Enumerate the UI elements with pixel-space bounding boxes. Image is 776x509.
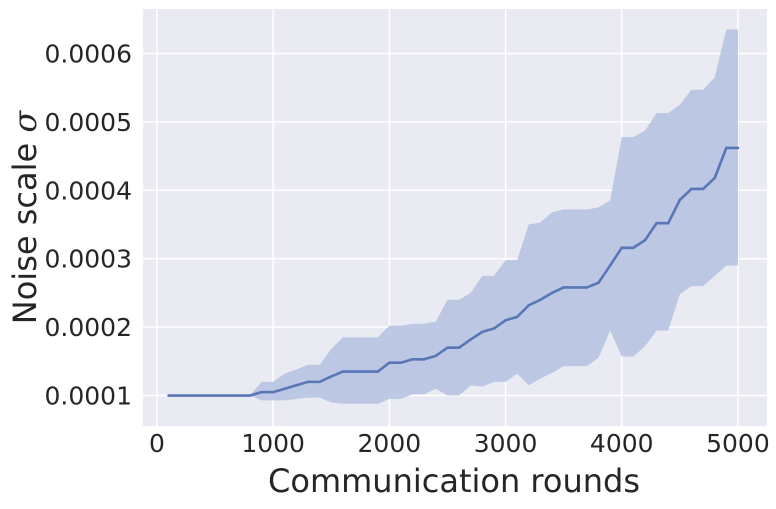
mean-point [643, 238, 647, 242]
mean-point [492, 327, 496, 330]
mean-point [481, 330, 484, 334]
mean-point [713, 176, 717, 180]
mean-point [248, 394, 252, 397]
confidence-band [168, 29, 738, 404]
mean-point [678, 198, 682, 202]
mean-point [318, 380, 321, 384]
y-tick-label: 0.0006 [45, 39, 132, 68]
mean-point [399, 361, 403, 365]
mean-point [597, 281, 600, 284]
mean-point [736, 146, 740, 150]
mean-point [608, 264, 612, 267]
mean-point [376, 370, 380, 373]
x-tick-label: 5000 [706, 429, 770, 458]
mean-point [295, 383, 298, 387]
y-tick-labels: 0.0001 0.0002 0.0003 0.0004 0.0005 0.0006 [45, 39, 132, 410]
mean-point [329, 375, 333, 378]
mean-point [341, 370, 345, 373]
y-tick-label: 0.0001 [45, 382, 132, 411]
x-tick-label: 1000 [241, 429, 305, 458]
mean-point [364, 370, 368, 373]
mean-point [422, 357, 426, 361]
y-tick-label: 0.0004 [45, 176, 132, 205]
mean-point [469, 338, 472, 341]
mean-line [168, 146, 738, 397]
mean-point [260, 390, 263, 394]
mean-point [388, 361, 391, 365]
mean-point [701, 187, 705, 191]
mean-point [411, 357, 414, 361]
mean-point [306, 380, 310, 384]
mean-point [353, 370, 356, 373]
x-tick-label: 2000 [358, 429, 422, 458]
mean-point [573, 286, 577, 289]
mean-point [457, 346, 461, 349]
mean-point [620, 246, 624, 250]
y-tick-label: 0.0002 [45, 313, 132, 342]
mean-point [550, 291, 554, 295]
mean-point [446, 346, 449, 349]
mean-point [271, 390, 275, 394]
mean-point [725, 146, 728, 150]
x-tick-labels: 0 1000 2000 3000 4000 5000 [149, 429, 770, 458]
mean-point [690, 187, 693, 191]
mean-point [655, 221, 658, 225]
y-axis-title: Noise scale σ [6, 110, 44, 325]
mean-point [666, 221, 670, 225]
mean-points [167, 146, 740, 397]
x-axis-title: Communication rounds [268, 462, 640, 500]
y-tick-label: 0.0003 [45, 245, 132, 274]
mean-point [167, 394, 170, 397]
mean-point [632, 246, 635, 250]
mean-point [515, 315, 519, 319]
mean-point [539, 298, 542, 302]
mean-point [434, 354, 438, 358]
mean-point [585, 286, 589, 289]
y-tick-label: 0.0005 [45, 108, 132, 137]
mean-point [504, 318, 507, 322]
x-tick-label: 3000 [474, 429, 538, 458]
mean-point [527, 303, 531, 307]
x-tick-label: 4000 [590, 429, 654, 458]
mean-point [283, 387, 287, 391]
mean-point [562, 286, 565, 289]
y-axis-title-text: Noise scale [6, 133, 44, 325]
y-axis-title-symbol: σ [6, 110, 44, 133]
x-tick-label: 0 [149, 429, 165, 458]
